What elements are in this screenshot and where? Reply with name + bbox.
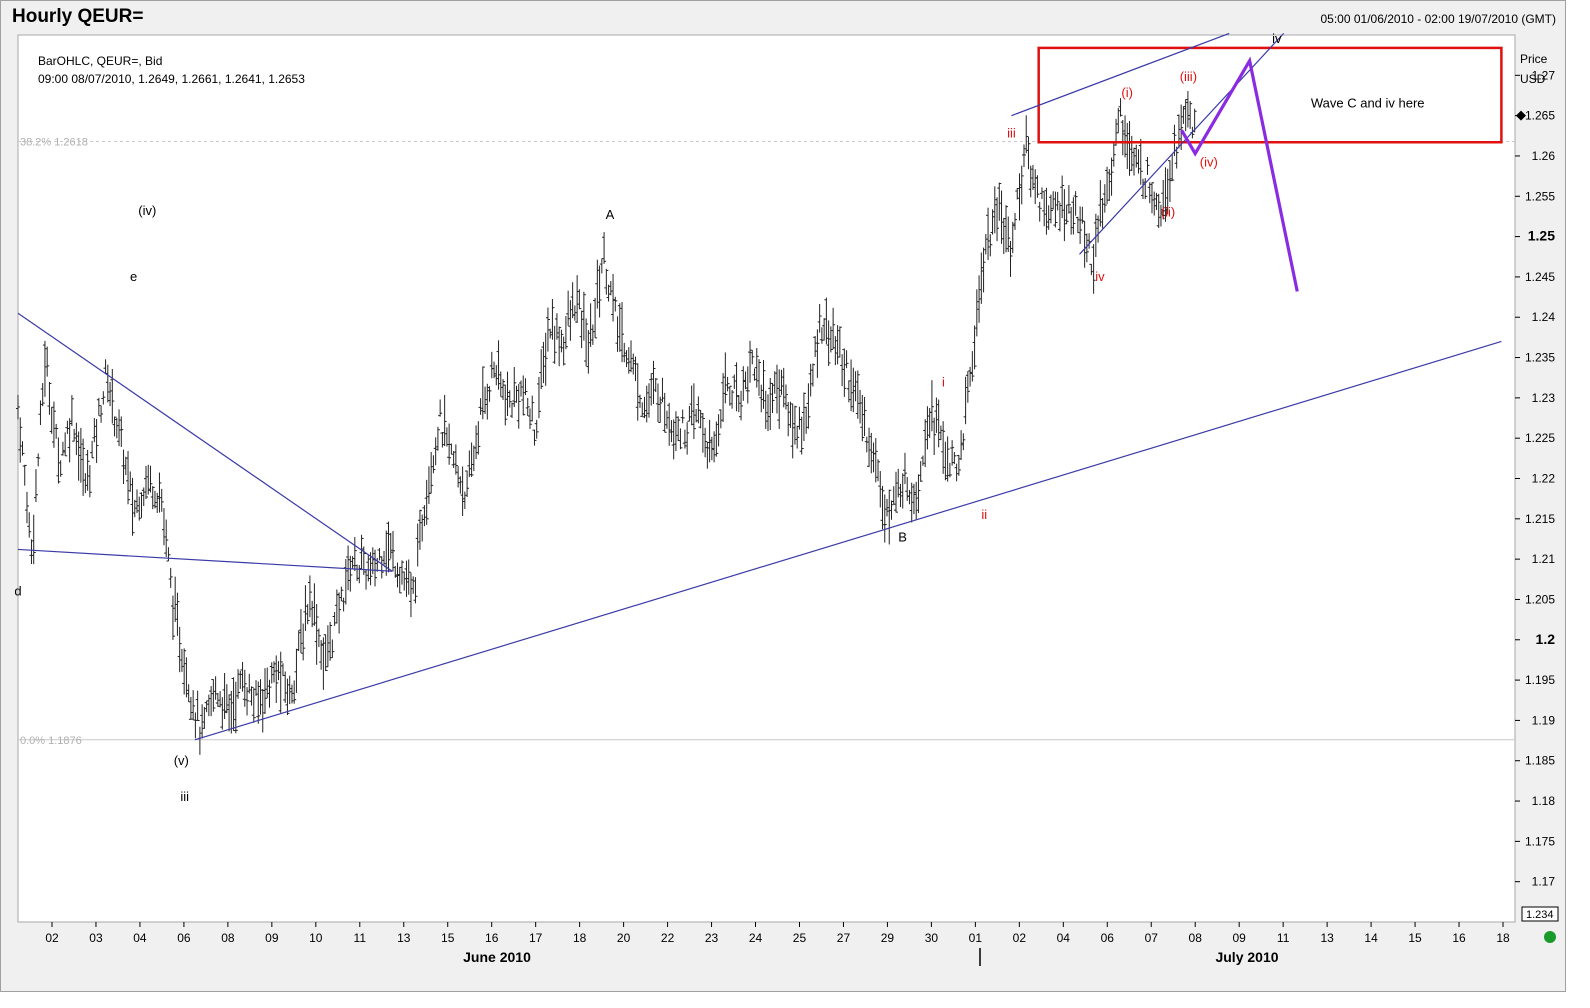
wave-label: (iv): [138, 203, 156, 218]
x-tick-label: 15: [1408, 931, 1422, 945]
y-tick-label: 1.26: [1532, 149, 1556, 163]
y-tick-label: 1.23: [1532, 391, 1556, 405]
y-tick-label: 1.27: [1532, 68, 1556, 82]
x-tick-label: 13: [1320, 931, 1334, 945]
y-tick-label: 1.24: [1532, 310, 1556, 324]
wave-label: e: [130, 269, 137, 284]
fib-level-label: 38.2% 1.2618: [20, 136, 88, 148]
x-tick-label: 04: [133, 931, 147, 945]
wave-label: (v): [174, 753, 189, 768]
y-tick-label: 1.21: [1532, 552, 1556, 566]
y-tick-label: 1.265: [1525, 109, 1555, 123]
last-price-marker-icon: [1516, 110, 1526, 121]
price-axis-label: Price: [1520, 52, 1548, 66]
x-tick-label: 03: [89, 931, 103, 945]
wave-label: A: [606, 207, 615, 222]
series-info-line2: 09:00 08/07/2010, 1.2649, 1.2661, 1.2641…: [38, 72, 305, 86]
y-tick-label: 1.25: [1528, 228, 1555, 244]
x-tick-label: 02: [45, 931, 59, 945]
wave-label: (i): [1121, 85, 1133, 100]
x-tick-label: 30: [925, 931, 939, 945]
y-tick-label: 1.17: [1532, 875, 1556, 889]
x-tick-label: 06: [1101, 931, 1115, 945]
x-tick-label: 24: [749, 931, 763, 945]
x-tick-label: 13: [397, 931, 411, 945]
month-label: July 2010: [1215, 949, 1278, 965]
wave-label: i: [942, 375, 945, 390]
y-tick-label: 1.22: [1532, 472, 1556, 486]
currency-label: USD: [1520, 72, 1546, 86]
x-tick-label: 18: [1496, 931, 1510, 945]
projection-path: [1180, 56, 1299, 292]
x-tick-label: 11: [354, 931, 367, 945]
y-tick-label: 1.235: [1525, 351, 1555, 365]
wave-label: (iv): [1200, 154, 1218, 169]
x-tick-label: 22: [661, 931, 675, 945]
annotation-label: Wave C and iv here: [1311, 96, 1425, 111]
x-tick-label: 27: [837, 931, 851, 945]
y-tick-label: 1.195: [1525, 673, 1555, 687]
trendline: [17, 312, 393, 572]
wave-label: (ii): [1161, 204, 1175, 219]
wave-label: ii: [981, 507, 987, 522]
y-tick-label: 1.175: [1525, 834, 1555, 848]
x-tick-label: 07: [1145, 931, 1159, 945]
x-tick-label: 23: [705, 931, 719, 945]
y-tick-label: 1.225: [1525, 431, 1555, 445]
x-tick-label: 25: [793, 931, 807, 945]
status-indicator-icon[interactable]: [1544, 931, 1556, 943]
x-tick-label: 01: [969, 931, 983, 945]
y-tick-label: 1.185: [1525, 754, 1555, 768]
wave-label: B: [898, 529, 907, 544]
wave-label: iii: [180, 789, 189, 804]
x-tick-label: 18: [573, 931, 587, 945]
wave-label: (iii): [1180, 69, 1197, 84]
chart-title: Hourly QEUR=: [12, 6, 144, 27]
crosshair-readout: 1.234: [1526, 909, 1554, 921]
x-tick-label: 16: [1452, 931, 1466, 945]
wave-labels: (iv)ed(v)iiiABiiiiiiiv(i)(ii)(iii)(iv)iv…: [14, 31, 1424, 804]
trendline: [194, 340, 1502, 741]
wave-label: iv: [1095, 269, 1105, 284]
x-tick-label: 14: [1364, 931, 1378, 945]
x-tick-label: 10: [309, 931, 323, 945]
x-tick-label: 09: [1233, 931, 1247, 945]
x-tick-label: 20: [617, 931, 631, 945]
x-tick-label: 29: [881, 931, 895, 945]
series-info-line1: BarOHLC, QEUR=, Bid: [38, 54, 162, 68]
crosshair-readout-box: [1521, 906, 1559, 922]
y-tick-label: 1.245: [1525, 270, 1555, 284]
trendlines: [17, 32, 1503, 741]
y-tick-label: 1.2: [1536, 631, 1556, 647]
y-tick-label: 1.205: [1525, 592, 1555, 606]
wave-label: d: [14, 583, 21, 598]
wave-label: iii: [1007, 125, 1016, 140]
wave-label: iv: [1272, 31, 1282, 46]
x-tick-label: 02: [1013, 931, 1027, 945]
y-tick-label: 1.255: [1525, 189, 1555, 203]
ohlc-bars: [16, 91, 1197, 755]
plot-area[interactable]: [17, 34, 1516, 923]
y-tick-label: 1.19: [1532, 713, 1556, 727]
x-tick-label: 04: [1057, 931, 1071, 945]
x-tick-label: 11: [1277, 931, 1290, 945]
trendline: [1011, 32, 1230, 117]
date-range: 05:00 01/06/2010 - 02:00 19/07/2010 (GMT…: [1320, 12, 1557, 26]
x-tick-label: 08: [1189, 931, 1203, 945]
x-tick-label: 08: [221, 931, 235, 945]
x-tick-label: 09: [265, 931, 279, 945]
fibonacci-levels: 38.2% 1.2618 0.0% 1.1876: [18, 136, 1515, 747]
axes: 1.17 1.175 1.18 1.185 1.19 1.195 1.2 1.205 1.21 1…: [45, 68, 1555, 966]
y-tick-label: 1.215: [1525, 512, 1555, 526]
x-tick-label: 16: [485, 931, 499, 945]
y-tick-label: 1.18: [1532, 794, 1556, 808]
x-tick-label: 06: [177, 931, 191, 945]
x-tick-label: 15: [441, 931, 455, 945]
trendline: [1079, 32, 1285, 255]
fib-level-label: 0.0% 1.1876: [20, 735, 82, 747]
month-label: June 2010: [463, 949, 531, 965]
x-tick-label: 17: [529, 931, 543, 945]
trendline: [17, 548, 393, 572]
